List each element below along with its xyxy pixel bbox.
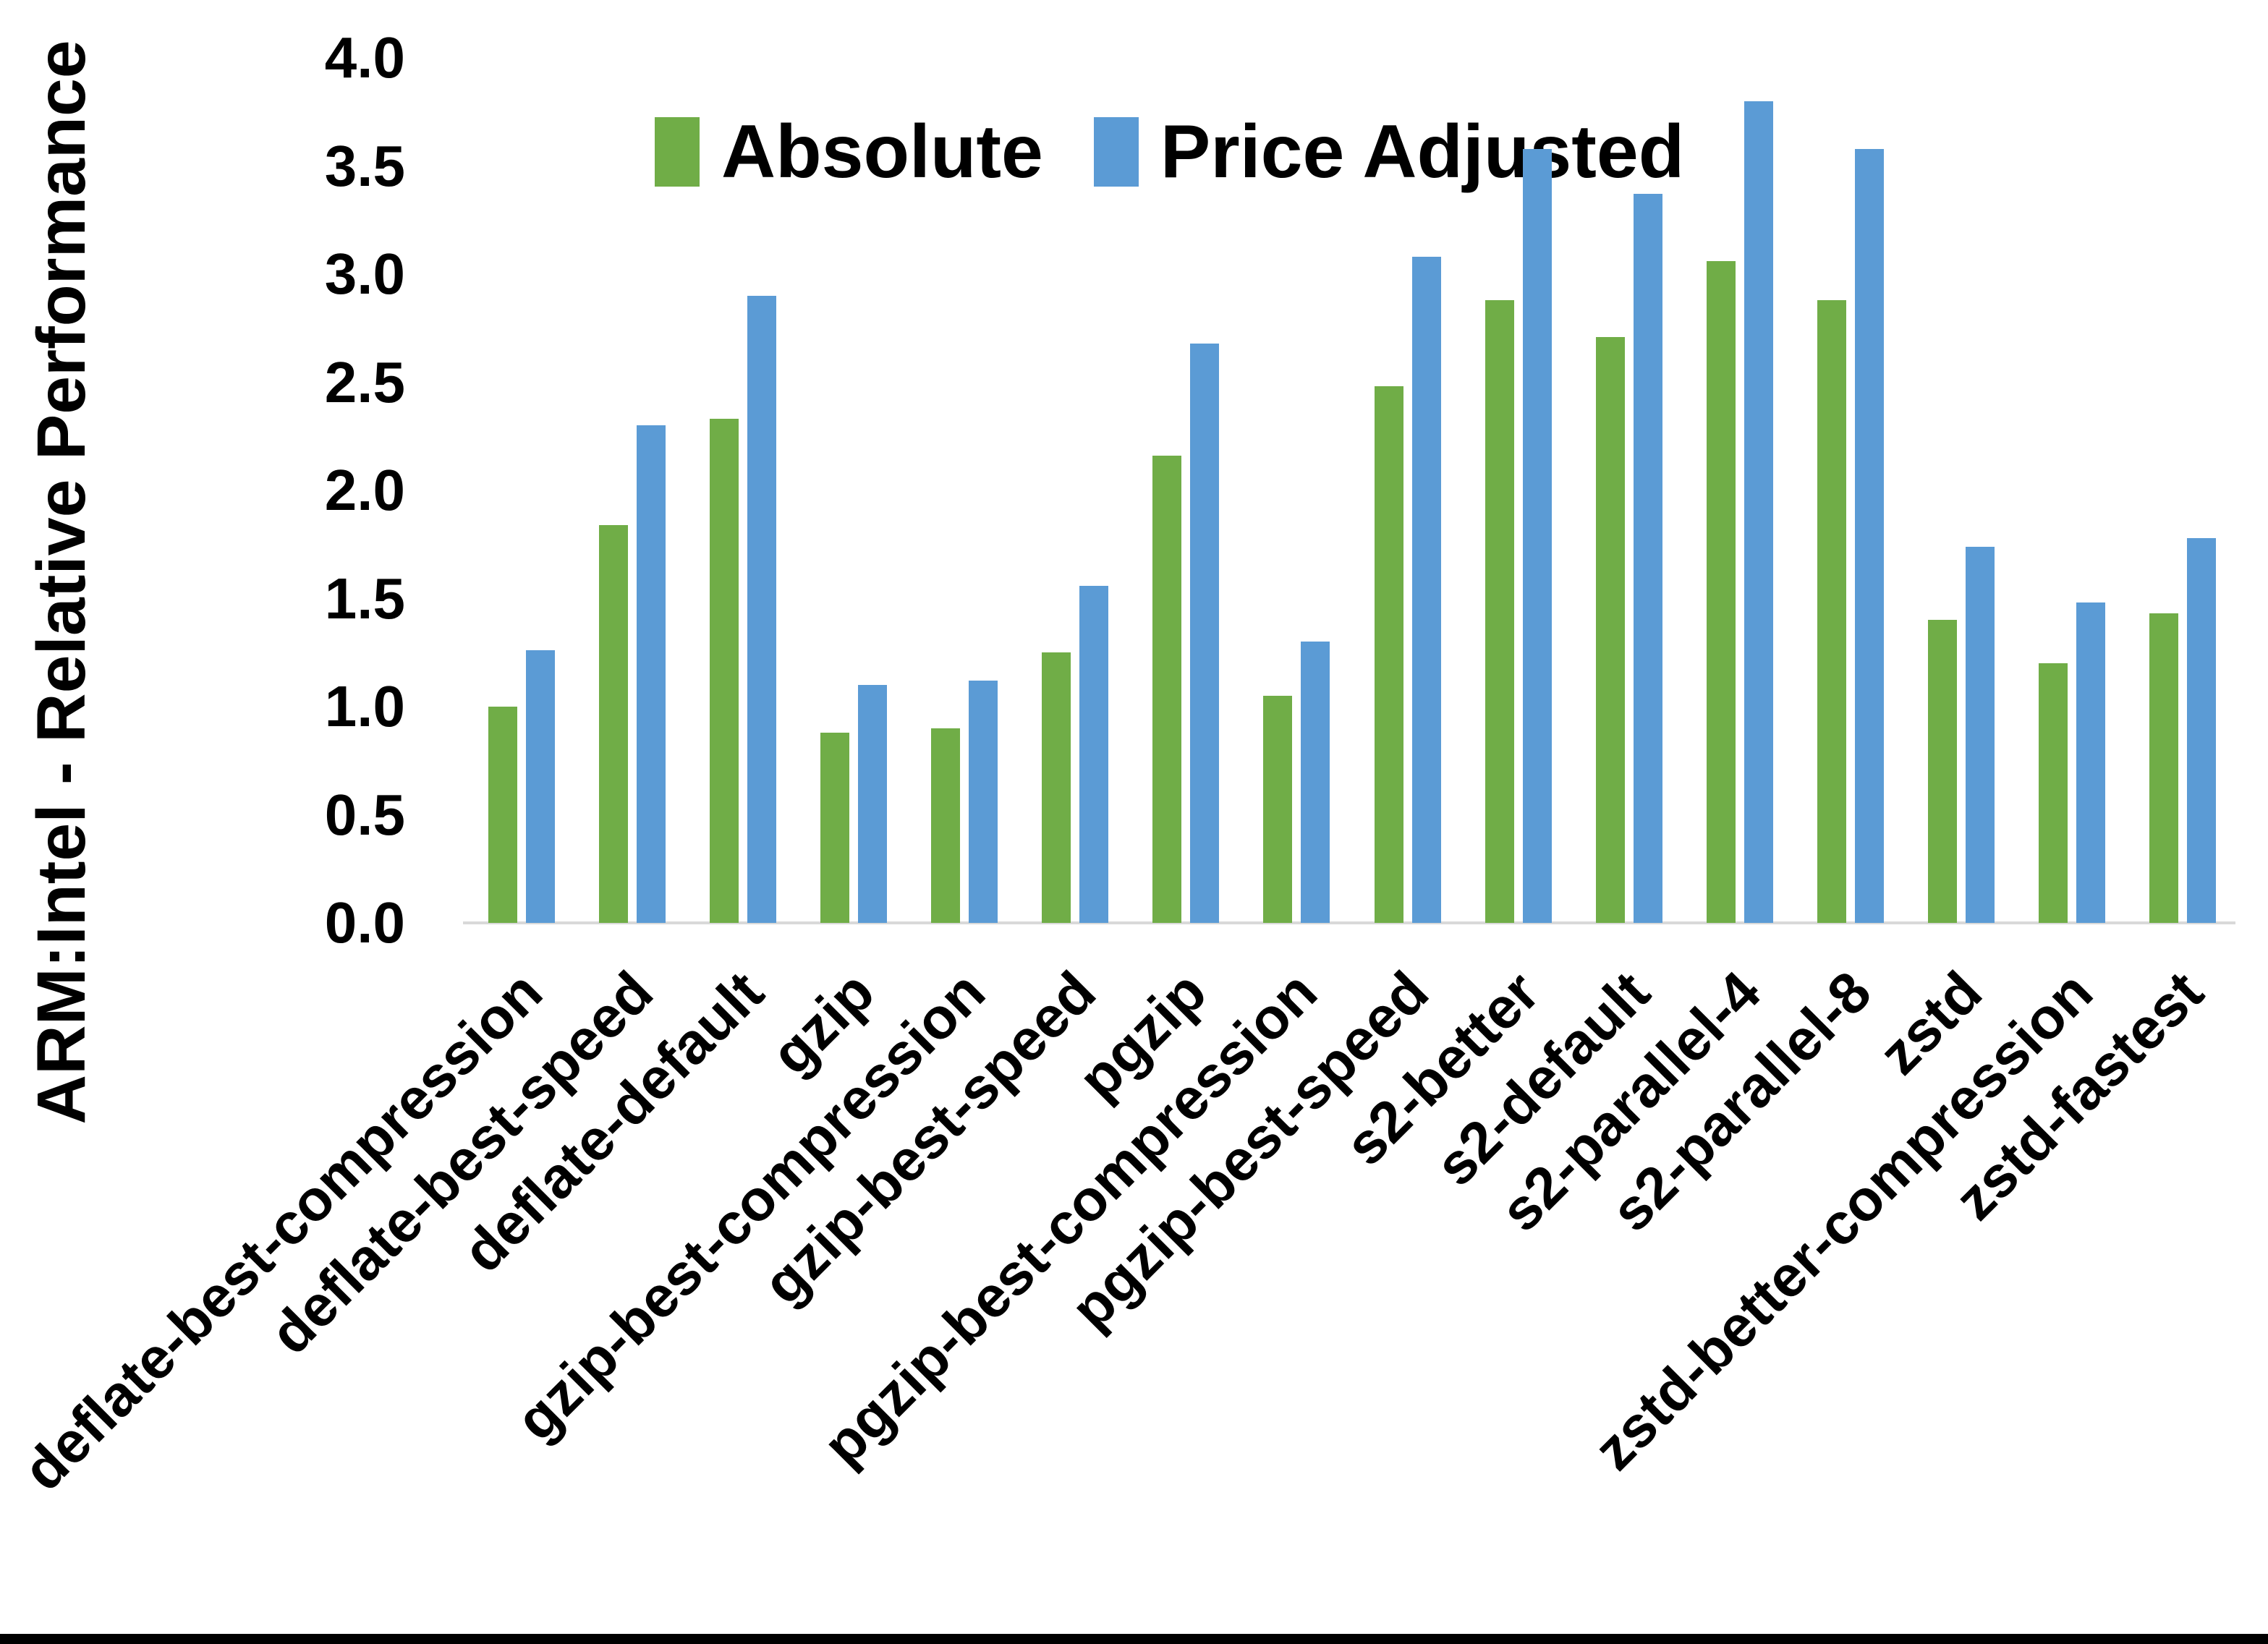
y-tick-label-1.5: 1.5: [324, 566, 405, 631]
bar-absolute-gzip-best-compression: [931, 728, 961, 923]
x-axis-line: [463, 921, 2235, 924]
bar-absolute-pgzip-best-compression: [1263, 696, 1293, 923]
y-tick-label-2.0: 2.0: [324, 458, 405, 522]
y-tick-label-3.5: 3.5: [324, 133, 405, 198]
legend-label-price-adjusted: Price Adjusted: [1160, 110, 1685, 194]
bar-price-adjusted-zstd-fastest: [2187, 537, 2217, 923]
y-tick-label-0.0: 0.0: [324, 890, 405, 955]
legend-label-absolute: Absolute: [721, 110, 1043, 194]
bar-price-adjusted-pgzip: [1190, 343, 1220, 923]
bar-absolute-s2-better: [1485, 299, 1514, 923]
bar-absolute-s2-parallel-4: [1706, 261, 1736, 923]
bar-absolute-zstd-fastest: [2149, 613, 2179, 923]
bar-absolute-deflate-best-compression: [488, 707, 517, 923]
bar-absolute-gzip: [820, 732, 849, 923]
legend-item-price-adjusted: Price Adjusted: [1093, 110, 1685, 194]
bar-absolute-zstd-better-compression: [2039, 663, 2068, 923]
bar-price-adjusted-gzip: [857, 685, 887, 923]
y-tick-label-1.0: 1.0: [324, 674, 405, 738]
legend-swatch-absolute: [655, 117, 700, 187]
bar-price-adjusted-deflate-default: [747, 295, 776, 923]
bar-absolute-gzip-best-speed: [1042, 652, 1071, 923]
bar-absolute-zstd: [1928, 620, 1958, 923]
bar-absolute-deflate-default: [709, 419, 739, 923]
bar-price-adjusted-gzip-best-compression: [969, 681, 998, 923]
y-tick-label-4.0: 4.0: [324, 25, 405, 90]
bar-price-adjusted-s2-better: [1522, 148, 1552, 923]
legend-item-absolute: Absolute: [655, 114, 1043, 189]
bar-absolute-deflate-best-speed: [598, 524, 628, 923]
y-tick-label-0.5: 0.5: [324, 782, 405, 847]
bar-price-adjusted-zstd-better-compression: [2076, 602, 2106, 923]
bar-price-adjusted-s2-default: [1633, 194, 1662, 923]
bar-price-adjusted-s2-parallel-4: [1744, 101, 1773, 923]
bar-price-adjusted-deflate-best-compression: [525, 650, 555, 923]
bar-price-adjusted-pgzip-best-speed: [1411, 257, 1441, 923]
bar-price-adjusted-deflate-best-speed: [636, 425, 666, 923]
bar-absolute-s2-default: [1595, 336, 1625, 923]
y-tick-label-3.0: 3.0: [324, 242, 405, 306]
y-tick-label-2.5: 2.5: [324, 349, 405, 414]
bar-price-adjusted-pgzip-best-compression: [1301, 642, 1330, 923]
legend-swatch-price-adjusted: [1093, 117, 1139, 187]
legend: Absolute Price Adjusted: [655, 114, 1684, 189]
bar-absolute-pgzip: [1152, 456, 1182, 923]
bar-price-adjusted-zstd: [1966, 546, 1995, 923]
bar-absolute-s2-parallel-8: [1817, 299, 1847, 923]
bar-absolute-pgzip-best-speed: [1374, 386, 1403, 923]
bar-price-adjusted-s2-parallel-8: [1855, 148, 1885, 923]
bar-price-adjusted-gzip-best-speed: [1079, 585, 1109, 923]
bottom-border: [0, 1634, 2268, 1644]
